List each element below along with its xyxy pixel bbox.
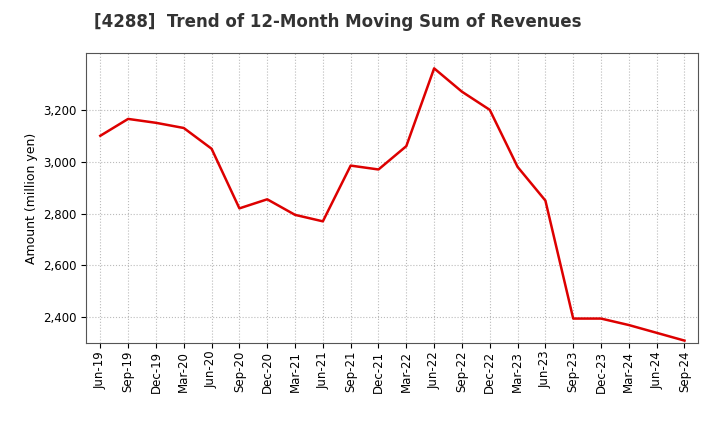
Text: [4288]  Trend of 12-Month Moving Sum of Revenues: [4288] Trend of 12-Month Moving Sum of R… [94, 13, 581, 31]
Y-axis label: Amount (million yen): Amount (million yen) [24, 132, 37, 264]
